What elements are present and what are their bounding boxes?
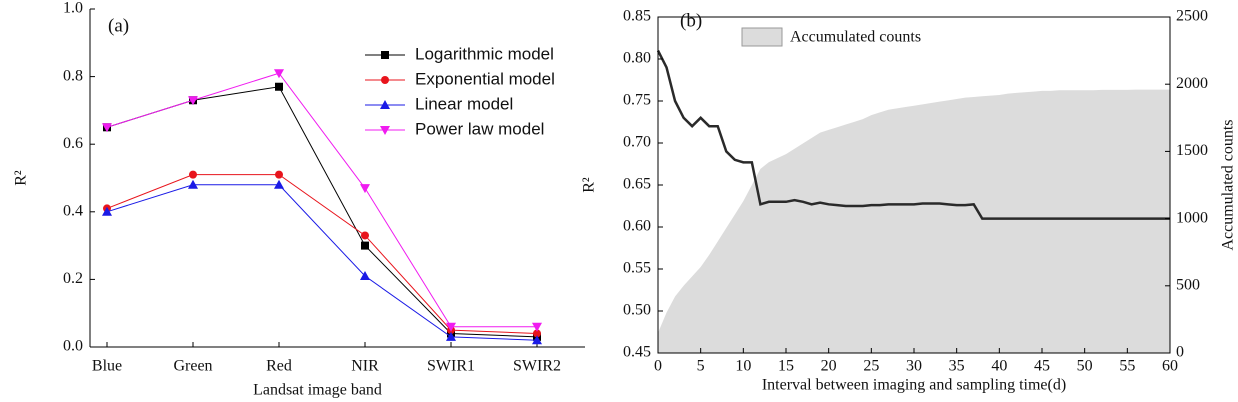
x-tick-label: 60 xyxy=(1162,358,1178,375)
x-tick-label: 10 xyxy=(735,358,751,375)
x-axis-label: Interval between imaging and sampling ti… xyxy=(762,377,1066,394)
y2-tick-label: 1500 xyxy=(1176,142,1208,159)
x-tick-label: Blue xyxy=(92,358,122,375)
x-tick-label: 40 xyxy=(991,358,1007,375)
marker xyxy=(360,184,370,194)
marker xyxy=(361,231,369,240)
marker xyxy=(188,179,198,189)
y-tick-label: 0.6 xyxy=(63,135,83,152)
x-axis-label: Landsat image band xyxy=(253,382,382,399)
x-tick-label: SWIR2 xyxy=(513,358,561,375)
y-tick-label: 0.4 xyxy=(63,202,83,219)
series-line xyxy=(106,174,538,334)
y-tick-label: 0.50 xyxy=(623,302,651,319)
marker xyxy=(360,271,370,281)
y2-tick-label: 1000 xyxy=(1176,209,1208,226)
x-tick-label: 50 xyxy=(1077,358,1093,375)
y-tick-label: 0.65 xyxy=(623,176,651,193)
marker xyxy=(532,322,542,332)
y-axis-label: R² xyxy=(581,177,598,193)
x-tick-label: 55 xyxy=(1119,358,1135,375)
marker xyxy=(381,51,389,59)
legend-label: Exponential model xyxy=(415,69,555,88)
y-tick-label: 0.80 xyxy=(623,50,651,67)
y2-tick-label: 500 xyxy=(1176,276,1200,293)
marker xyxy=(188,96,198,106)
x-tick-label: 0 xyxy=(654,358,662,375)
y-tick-label: 0.85 xyxy=(623,8,651,25)
marker xyxy=(189,170,197,179)
panel-label: (a) xyxy=(108,15,129,36)
legend-label: Logarithmic model xyxy=(415,44,554,63)
marker xyxy=(102,206,112,216)
y2-axis-label: Accumulated counts xyxy=(1220,119,1237,250)
marker xyxy=(380,100,390,109)
legend-label: Linear model xyxy=(415,94,513,113)
marker xyxy=(102,123,112,133)
legend-label: Accumulated counts xyxy=(790,29,921,46)
y-axis-label: R² xyxy=(13,170,30,186)
series-line xyxy=(656,50,1170,220)
series-line xyxy=(106,72,537,328)
marker xyxy=(274,179,284,189)
marker xyxy=(361,241,369,250)
marker xyxy=(275,170,283,179)
marker xyxy=(533,329,541,338)
legend-label: Power law model xyxy=(415,119,544,138)
legend-swatch xyxy=(741,27,783,47)
marker xyxy=(446,322,456,332)
x-tick-label: 20 xyxy=(821,358,837,375)
series-line xyxy=(106,184,538,341)
y-tick-label: 0.75 xyxy=(623,92,651,109)
panel-label: (b) xyxy=(680,10,702,31)
x-tick-label: 25 xyxy=(863,358,879,375)
y2-tick-label: 2000 xyxy=(1176,75,1208,92)
marker xyxy=(380,126,390,135)
y-tick-label: 0.55 xyxy=(623,260,651,277)
x-tick-label: 5 xyxy=(697,358,705,375)
marker xyxy=(274,69,284,79)
y-tick-label: 0.60 xyxy=(623,218,651,235)
y-tick-label: 0.0 xyxy=(63,338,83,355)
x-tick-label: 15 xyxy=(778,358,794,375)
area xyxy=(658,89,1170,354)
marker xyxy=(381,76,389,84)
x-tick-label: 30 xyxy=(906,358,922,375)
x-tick-label: NIR xyxy=(351,358,379,375)
y2-tick-label: 0 xyxy=(1176,344,1184,361)
y-tick-label: 0.45 xyxy=(623,344,651,361)
marker xyxy=(446,331,456,341)
x-tick-label: SWIR1 xyxy=(427,358,475,375)
x-tick-label: Red xyxy=(266,358,292,375)
y2-tick-label: 2500 xyxy=(1176,8,1208,25)
x-tick-label: Green xyxy=(173,358,212,375)
y-tick-label: 0.70 xyxy=(623,134,651,151)
x-tick-label: 45 xyxy=(1034,358,1050,375)
x-tick-label: 35 xyxy=(949,358,965,375)
marker xyxy=(532,335,542,345)
y-tick-label: 1.0 xyxy=(63,0,83,17)
y-tick-label: 0.2 xyxy=(63,270,83,287)
marker xyxy=(275,82,283,91)
y-tick-label: 0.8 xyxy=(63,67,83,84)
